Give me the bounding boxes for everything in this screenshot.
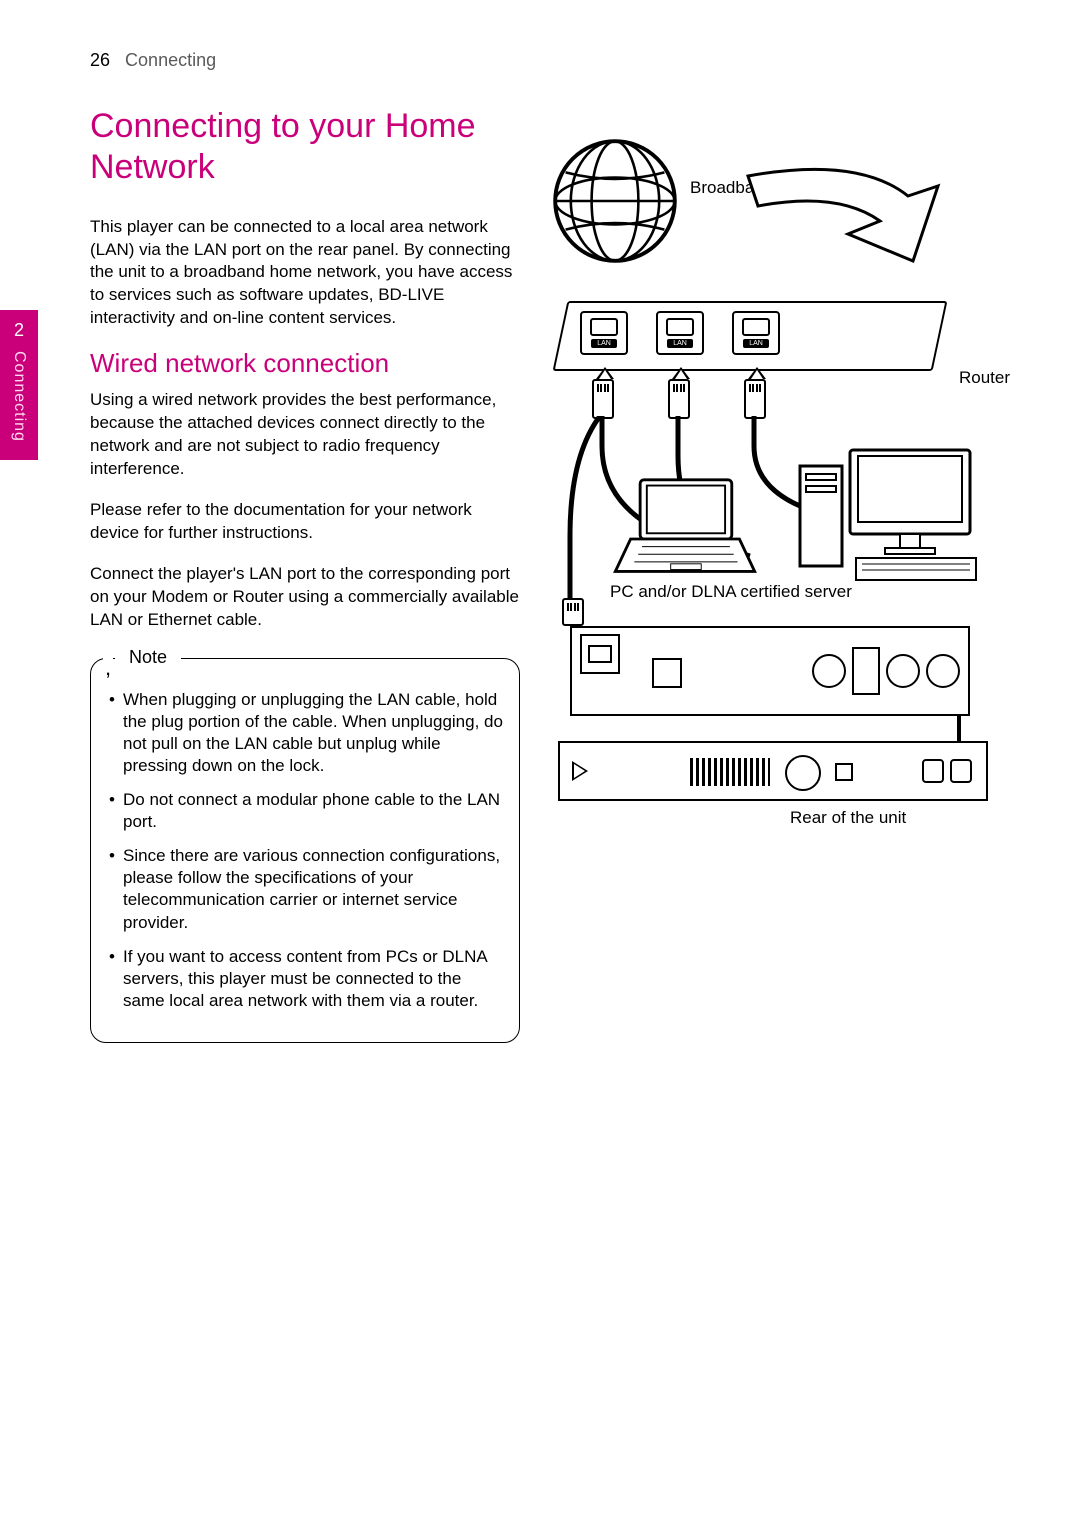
unit-front-icon [558, 741, 988, 801]
desktop-icon [790, 446, 990, 586]
note-icon: , [103, 655, 113, 681]
broadband-arrow-icon [738, 166, 958, 316]
ethernet-plug-icon [592, 379, 614, 419]
ethernet-plug-icon [562, 598, 584, 626]
side-tab-number: 2 [14, 320, 24, 341]
router-ports: LAN LAN LAN [580, 311, 780, 355]
page-header: 26 Connecting [90, 50, 1020, 71]
note-label: Note [115, 647, 181, 668]
laptop-icon [610, 476, 760, 581]
player-lan-port-icon [580, 634, 620, 674]
network-diagram: Broadband service LAN LAN LAN Router [550, 136, 1020, 896]
subsection-title: Wired network connection [90, 348, 520, 379]
pc-server-label: PC and/or DLNA certified server [610, 582, 852, 602]
page-number: 26 [90, 50, 110, 70]
note-item: When plugging or unplugging the LAN cabl… [109, 689, 505, 777]
lan-port-icon: LAN [732, 311, 780, 355]
paragraph-1: Using a wired network provides the best … [90, 389, 520, 481]
section-name: Connecting [125, 50, 216, 70]
paragraph-2: Please refer to the documentation for yo… [90, 499, 520, 545]
ethernet-plug-icon [744, 379, 766, 419]
note-item: Since there are various connection confi… [109, 845, 505, 933]
rear-unit-label: Rear of the unit [790, 808, 906, 828]
lan-port-icon: LAN [580, 311, 628, 355]
note-box: , Note When plugging or unplugging the L… [90, 658, 520, 1043]
page-title: Connecting to your Home Network [90, 106, 520, 188]
cable-icon [945, 714, 985, 744]
side-tab-label: Connecting [10, 351, 28, 442]
lan-port-icon: LAN [656, 311, 704, 355]
paragraph-3: Connect the player's LAN port to the cor… [90, 563, 520, 632]
globe-icon [550, 136, 680, 266]
ethernet-plug-icon [668, 379, 690, 419]
note-item: Do not connect a modular phone cable to … [109, 789, 505, 833]
note-item: If you want to access content from PCs o… [109, 946, 505, 1012]
intro-paragraph: This player can be connected to a local … [90, 216, 520, 331]
router-label: Router [959, 368, 1010, 388]
note-list: When plugging or unplugging the LAN cabl… [105, 689, 505, 1012]
player-rear-panel-icon [570, 626, 970, 716]
side-tab: 2 Connecting [0, 310, 38, 460]
